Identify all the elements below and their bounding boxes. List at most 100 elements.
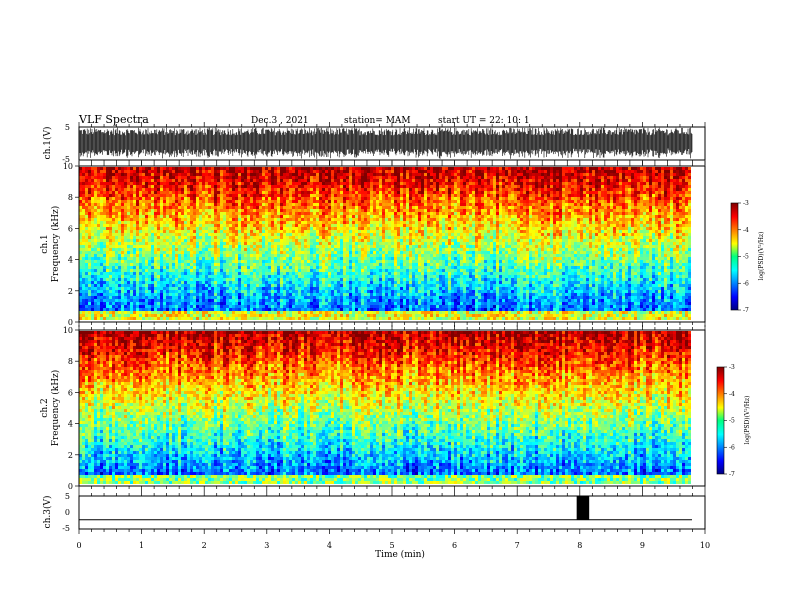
spectrogram-cell bbox=[100, 221, 103, 224]
spectrogram-cell bbox=[238, 272, 241, 275]
spectrogram-cell bbox=[358, 206, 361, 209]
spectrogram-cell bbox=[175, 251, 178, 254]
spectrogram-cell bbox=[250, 188, 253, 191]
spectrogram-cell bbox=[88, 302, 91, 305]
spectrogram-cell bbox=[211, 212, 214, 215]
spectrogram-cell bbox=[208, 257, 211, 260]
spectrogram-cell bbox=[139, 197, 142, 200]
spectrogram-cell bbox=[223, 296, 226, 299]
spectrogram-cell bbox=[133, 275, 136, 278]
spectrogram-cell bbox=[136, 251, 139, 254]
spectrogram-cell bbox=[337, 290, 340, 293]
spectrogram-cell bbox=[112, 257, 115, 260]
spectrogram-cell bbox=[100, 302, 103, 305]
spectrogram-cell bbox=[238, 299, 241, 302]
spectrogram-cell bbox=[334, 314, 337, 317]
spectrogram-cell bbox=[364, 239, 367, 242]
spectrogram-cell bbox=[271, 266, 274, 269]
spectrogram-cell bbox=[142, 230, 145, 233]
spectrogram-cell bbox=[214, 227, 217, 230]
spectrogram-cell bbox=[322, 251, 325, 254]
spectrogram-cell bbox=[292, 221, 295, 224]
spectrogram-cell bbox=[340, 248, 343, 251]
spectrogram-cell bbox=[136, 212, 139, 215]
spectrogram-cell bbox=[262, 284, 265, 287]
spectrogram-cell bbox=[190, 221, 193, 224]
spectrogram-cell bbox=[208, 236, 211, 239]
spectrogram-cell bbox=[331, 185, 334, 188]
spectrogram-cell bbox=[253, 209, 256, 212]
spectrogram-cell bbox=[142, 212, 145, 215]
spectrogram-cell bbox=[163, 179, 166, 182]
spectrogram-cell bbox=[307, 287, 310, 290]
spectrogram-cell bbox=[268, 266, 271, 269]
spectrogram-cell bbox=[307, 188, 310, 191]
spectrogram-cell bbox=[268, 215, 271, 218]
spectrogram-cell bbox=[208, 278, 211, 281]
spectrogram-cell bbox=[91, 293, 94, 296]
spectrogram-cell bbox=[205, 281, 208, 284]
spectrogram-cell bbox=[328, 284, 331, 287]
spectrogram-cell bbox=[172, 308, 175, 311]
spectrogram-cell bbox=[301, 206, 304, 209]
spectrogram-cell bbox=[265, 311, 268, 314]
spectrogram-cell bbox=[298, 308, 301, 311]
spectrogram-cell bbox=[121, 209, 124, 212]
spectrogram-cell bbox=[223, 179, 226, 182]
spectrogram-cell bbox=[337, 248, 340, 251]
spectrogram-cell bbox=[115, 293, 118, 296]
spectrogram-cell bbox=[322, 230, 325, 233]
spectrogram-cell bbox=[130, 299, 133, 302]
spectrogram-cell bbox=[166, 290, 169, 293]
spectrogram-cell bbox=[244, 251, 247, 254]
spectrogram-cell bbox=[217, 254, 220, 257]
spectrogram-cell bbox=[262, 251, 265, 254]
spectrogram-cell bbox=[283, 188, 286, 191]
spectrogram-cell bbox=[166, 266, 169, 269]
spectrogram-cell bbox=[100, 269, 103, 272]
spectrogram-cell bbox=[334, 170, 337, 173]
spectrogram-cell bbox=[151, 248, 154, 251]
spectrogram-cell bbox=[139, 236, 142, 239]
spectrogram-cell bbox=[130, 173, 133, 176]
spectrogram-cell bbox=[325, 185, 328, 188]
spectrogram-cell bbox=[247, 227, 250, 230]
spectrogram-cell bbox=[244, 278, 247, 281]
spectrogram-cell bbox=[268, 221, 271, 224]
spectrogram-cell bbox=[325, 278, 328, 281]
spectrogram-cell bbox=[214, 296, 217, 299]
spectrogram-cell bbox=[217, 263, 220, 266]
spectrogram-cell bbox=[307, 263, 310, 266]
spectrogram-cell bbox=[274, 236, 277, 239]
spectrogram-cell bbox=[94, 284, 97, 287]
spectrogram-cell bbox=[124, 206, 127, 209]
spectrogram-cell bbox=[100, 287, 103, 290]
spectrogram-cell bbox=[103, 242, 106, 245]
spectrogram-cell bbox=[325, 287, 328, 290]
spectrogram-cell bbox=[178, 197, 181, 200]
spectrogram-cell bbox=[106, 167, 109, 170]
spectrogram-cell bbox=[214, 167, 217, 170]
spectrogram-cell bbox=[295, 179, 298, 182]
spectrogram-cell bbox=[361, 224, 364, 227]
spectrogram-cell bbox=[172, 230, 175, 233]
spectrogram-cell bbox=[334, 260, 337, 263]
spectrogram-cell bbox=[100, 203, 103, 206]
spectrogram-cell bbox=[253, 233, 256, 236]
spectrogram-cell bbox=[121, 206, 124, 209]
spectrogram-cell bbox=[337, 287, 340, 290]
spectrogram-cell bbox=[205, 284, 208, 287]
spectrogram-cell bbox=[253, 218, 256, 221]
spectrogram-cell bbox=[259, 275, 262, 278]
spectrogram-cell bbox=[322, 173, 325, 176]
spectrogram-cell bbox=[358, 275, 361, 278]
spectrogram-cell bbox=[172, 188, 175, 191]
spectrogram-cell bbox=[97, 287, 100, 290]
spectrogram-cell bbox=[274, 218, 277, 221]
spectrogram-cell bbox=[100, 311, 103, 314]
spectrogram-cell bbox=[316, 314, 319, 317]
spectrogram-cell bbox=[163, 209, 166, 212]
spectrogram-cell bbox=[124, 293, 127, 296]
spectrogram-cell bbox=[238, 167, 241, 170]
spectrogram-cell bbox=[154, 188, 157, 191]
